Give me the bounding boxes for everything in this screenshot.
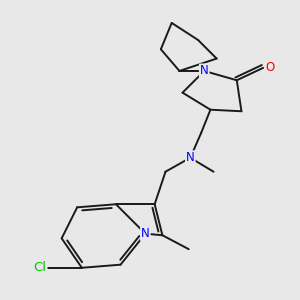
Text: N: N <box>186 151 195 164</box>
Text: O: O <box>265 61 274 74</box>
Text: N: N <box>200 64 208 77</box>
Text: Cl: Cl <box>34 261 46 274</box>
Text: N: N <box>141 227 150 240</box>
